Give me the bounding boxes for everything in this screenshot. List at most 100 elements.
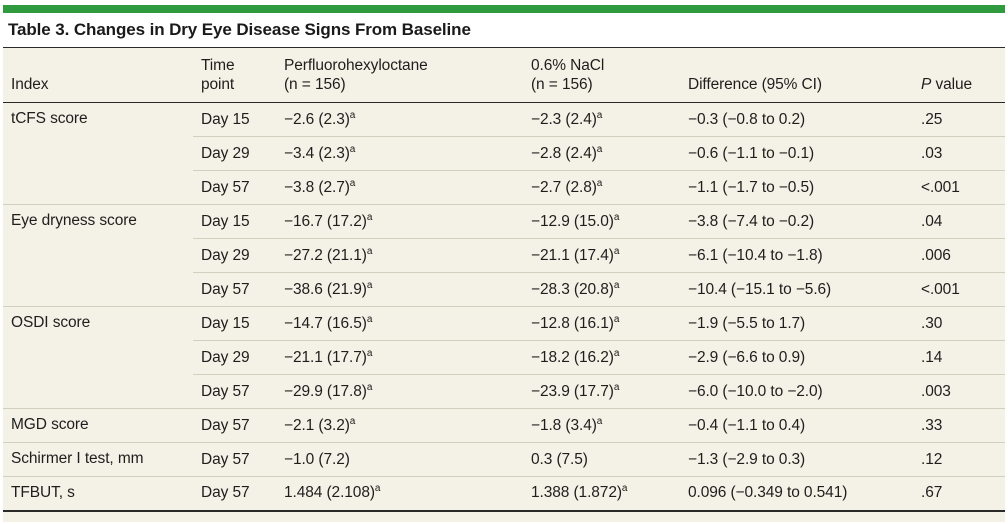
cell-time-point: Day 29 — [193, 238, 276, 273]
table-row: OSDI score Day 15 −14.7 (16.5)a −12.8 (1… — [3, 306, 1005, 409]
cell-control-value: −2.7 (2.8)a — [523, 170, 680, 205]
footnote-marker: a — [613, 211, 620, 223]
cell-p-value: .03 — [913, 136, 1005, 171]
footnote-marker: a — [613, 313, 620, 325]
row-index-label: TFBUT, s — [3, 476, 193, 511]
footnote-marker: a — [621, 483, 628, 495]
cell-difference: −2.9 (−6.6 to 0.9) — [680, 340, 913, 375]
value-text: 0.3 (7.5) — [531, 450, 588, 468]
cell-difference: −6.1 (−10.4 to −1.8) — [680, 238, 913, 273]
cell-p-value: .25 — [921, 110, 943, 128]
value-text: 1.484 (2.108) — [284, 484, 375, 502]
value-text: −27.2 (21.1) — [284, 246, 367, 264]
cell-time-point: Day 29 — [193, 136, 276, 171]
value-text: −1.0 (7.2) — [284, 450, 350, 468]
cell-time-point: Day 57 — [193, 408, 276, 443]
cell-drug-value: −29.9 (17.8)a — [276, 374, 523, 409]
footnote-marker: a — [613, 279, 620, 291]
footnote-marker: a — [596, 109, 603, 121]
table-row: Schirmer I test, mm Day 57 −1.0 (7.2) 0.… — [3, 442, 1005, 477]
table-row: tCFS score Day 15 −2.6 (2.3)a −2.3 (2.4)… — [3, 103, 1005, 137]
footnote-marker: a — [613, 381, 620, 393]
cell-drug-value: −1.0 (7.2) — [276, 442, 523, 477]
col-header-drug: Perfluorohexyloctane (n = 156) — [276, 47, 523, 103]
footnote-marker: a — [349, 143, 356, 155]
data-table: Index Time point Perfluorohexyloctane (n… — [3, 47, 1005, 512]
cell-drug-value: −38.6 (21.9)a — [276, 272, 523, 307]
cell-control-value: −23.9 (17.7)a — [523, 374, 680, 409]
cell-drug-value: −2.1 (3.2)a — [276, 408, 523, 443]
value-text: 1.388 (1.872) — [531, 484, 622, 502]
cell-difference: −10.4 (−15.1 to −5.6) — [680, 272, 913, 307]
cell-p-value: .04 — [913, 204, 1005, 239]
cell-p-value: .12 — [913, 442, 1005, 477]
cell-p-value: .003 — [913, 374, 1005, 409]
value-text: −2.7 (2.8) — [531, 178, 597, 196]
cell-difference: −1.9 (−5.5 to 1.7) — [680, 306, 913, 341]
footnote-marker: a — [349, 109, 356, 121]
row-index-label: tCFS score — [11, 110, 88, 127]
cell-time-point: Day 15 — [193, 306, 276, 341]
accent-bar — [3, 5, 1005, 13]
header-row: Index Time point Perfluorohexyloctane (n… — [3, 47, 1005, 103]
footnote-marker: a — [366, 211, 373, 223]
row-index-label: MGD score — [3, 408, 193, 443]
cell-drug-value: −21.1 (17.7)a — [276, 340, 523, 375]
cell-p-value: .33 — [913, 408, 1005, 443]
table-row: TFBUT, s Day 57 1.484 (2.108)a 1.388 (1.… — [3, 476, 1005, 511]
cell-control-value: −2.8 (2.4)a — [523, 136, 680, 171]
header-line: Perfluorohexyloctane — [284, 57, 428, 74]
col-header-control: 0.6% NaCl (n = 156) — [523, 47, 680, 103]
footnote-marker: a — [613, 245, 620, 257]
footnote-marker: a — [366, 245, 373, 257]
value-text: −2.1 (3.2) — [284, 416, 350, 434]
footnote-marker: a — [366, 381, 373, 393]
cell-difference: −6.0 (−10.0 to −2.0) — [680, 374, 913, 409]
row-index-label: Schirmer I test, mm — [3, 442, 193, 477]
header-line: Time — [201, 57, 235, 74]
cell-time-point: Day 57 — [193, 476, 276, 511]
value-text: −21.1 (17.7) — [284, 348, 367, 366]
footnote-marker: a — [596, 143, 603, 155]
header-line: point — [201, 76, 235, 93]
table-row: Day 29 −27.2 (21.1)a −21.1 (17.4)a −6.1 … — [3, 238, 1005, 273]
cell-difference: −0.3 (−0.8 to 0.2) — [688, 110, 806, 128]
cell-p-value: .006 — [913, 238, 1005, 273]
value-text: −2.3 (2.4) — [531, 110, 597, 128]
cell-time-point: Day 57 — [193, 272, 276, 307]
cell-control-value: −18.2 (16.2)a — [523, 340, 680, 375]
cell-p-value: .30 — [913, 306, 1005, 341]
cell-drug-value: −27.2 (21.1)a — [276, 238, 523, 273]
cell-control-value: −1.8 (3.4)a — [523, 408, 680, 443]
value-text: −1.8 (3.4) — [531, 416, 597, 434]
cell-drug-value: −16.7 (17.2)a — [276, 204, 523, 239]
footnote-marker: a — [349, 415, 356, 427]
cell-control-value: −12.8 (16.1)a — [523, 306, 680, 341]
cell-control-value: −21.1 (17.4)a — [523, 238, 680, 273]
footnote-marker: a — [596, 177, 603, 189]
cell-time-point: Day 57 — [193, 374, 276, 409]
table-row: Day 29 −3.4 (2.3)a −2.8 (2.4)a −0.6 (−1.… — [3, 136, 1005, 171]
col-header-index: Index — [3, 47, 193, 103]
cell-drug-value: −3.4 (2.3)a — [276, 136, 523, 171]
row-index-label: Eye dryness score — [3, 204, 193, 307]
cell-p-value: <.001 — [913, 170, 1005, 205]
value-text: −23.9 (17.7) — [531, 382, 614, 400]
col-header-p-value: P value — [913, 47, 1005, 103]
cell-control-value: −28.3 (20.8)a — [523, 272, 680, 307]
value-text: −2.8 (2.4) — [531, 144, 597, 162]
cell-time-point: Day 57 — [193, 442, 276, 477]
cell-control-value: 1.388 (1.872)a — [523, 476, 680, 511]
value-text: −2.6 (2.3) — [284, 110, 350, 128]
cell-drug-value: −3.8 (2.7)a — [276, 170, 523, 205]
footnote-marker: a — [366, 347, 373, 359]
table-title: Table 3. Changes in Dry Eye Disease Sign… — [8, 20, 471, 39]
cell-control-value: 0.3 (7.5) — [523, 442, 680, 477]
value-text: −12.8 (16.1) — [531, 314, 614, 332]
value-text: −3.8 (2.7) — [284, 178, 350, 196]
value-text: −38.6 (21.9) — [284, 280, 367, 298]
col-header-time-point: Time point — [193, 47, 276, 103]
cell-difference: −1.3 (−2.9 to 0.3) — [680, 442, 913, 477]
value-text: −16.7 (17.2) — [284, 212, 367, 230]
footnote-marker: a — [374, 483, 381, 495]
